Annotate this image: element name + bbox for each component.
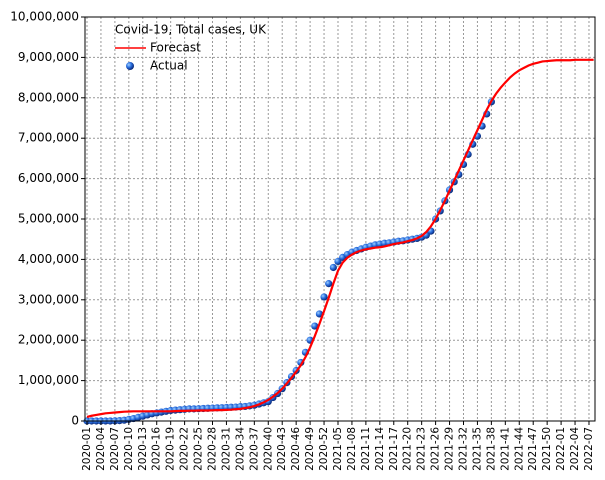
x-tick-label: 2021-08 [346, 427, 358, 471]
data-point [334, 257, 342, 266]
y-tick-label: 6,000,000 [18, 171, 79, 185]
y-tick-label: 7,000,000 [18, 131, 79, 145]
labels: 0 1,000,000 2,000,000 3,000,000 4,000,000 5,0… [10, 10, 595, 471]
x-tick-label: 2021-50 [541, 427, 553, 471]
y-tick-label: 5,000,000 [18, 212, 79, 226]
forecast-line [86, 58, 594, 419]
y-tick-label: 2,000,000 [18, 333, 79, 347]
x-tick-label: 2021-05 [332, 427, 344, 471]
y-tick-label: 9,000,000 [18, 50, 79, 64]
x-tick-label: 2020-01 [81, 427, 93, 471]
grid [85, 16, 595, 422]
y-tick-label: 3,000,000 [18, 292, 79, 306]
data-point [325, 280, 333, 288]
x-tick-label: 2020-52 [318, 427, 330, 471]
x-tick-label: 2020-31 [220, 427, 232, 471]
x-tick-label: 2021-11 [360, 427, 372, 471]
x-tick-label: 2020-22 [179, 427, 191, 471]
y-tick-label: 1,000,000 [18, 373, 79, 387]
x-tick-label: 2021-44 [513, 427, 525, 471]
x-tick-label: 2022-07 [583, 427, 595, 471]
data-point [329, 263, 337, 272]
y-tick-label: 10,000,000 [10, 10, 79, 24]
x-tick-label: 2021-47 [527, 427, 539, 471]
x-tick-label: 2020-04 [95, 427, 107, 471]
x-tick-label: 2021-41 [499, 427, 511, 471]
x-tick-label: 2020-40 [262, 427, 274, 471]
x-tick-label: 2020-43 [276, 427, 288, 471]
data-point [315, 310, 323, 318]
x-tick-label: 2020-16 [151, 427, 163, 471]
x-tick-label: 2020-07 [109, 427, 121, 471]
x-tick-label: 2021-35 [471, 427, 483, 471]
x-tick-label: 2020-25 [193, 427, 205, 471]
x-tick-label: 2021-32 [457, 427, 469, 471]
x-tick-label: 2020-28 [206, 427, 218, 471]
x-tick-label: 2020-19 [165, 427, 177, 471]
legend-swatch [126, 62, 134, 70]
x-tick-label: 2021-29 [444, 427, 456, 471]
marks [83, 58, 594, 425]
x-tick-label: 2021-20 [402, 427, 414, 471]
data-point [320, 293, 328, 301]
x-tick-label: 2021-17 [388, 427, 400, 471]
x-tick-label: 2020-49 [304, 427, 316, 471]
x-tick-label: 2022-01 [555, 427, 567, 471]
chart-title: Covid-19, Total cases, UK [115, 23, 267, 37]
x-tick-label: 2020-37 [248, 427, 260, 471]
x-tick-label: 2021-38 [485, 427, 497, 471]
x-tick-label: 2020-46 [290, 427, 302, 471]
x-tick-label: 2021-14 [374, 427, 386, 471]
legend-label: Forecast [150, 41, 201, 55]
x-tick-label: 2021-23 [416, 427, 428, 471]
y-tick-label: 4,000,000 [18, 252, 79, 266]
legend-label: Actual [150, 59, 188, 73]
x-tick-label: 2021-26 [430, 427, 442, 471]
x-tick-label: 2020-34 [234, 427, 246, 471]
x-tick-label: 2022-04 [569, 427, 581, 471]
data-point [311, 322, 319, 330]
x-tick-label: 2020-13 [137, 427, 149, 471]
y-tick-label: 0 [71, 414, 79, 428]
x-tick-label: 2020-10 [123, 427, 135, 471]
y-tick-label: 8,000,000 [18, 90, 79, 104]
